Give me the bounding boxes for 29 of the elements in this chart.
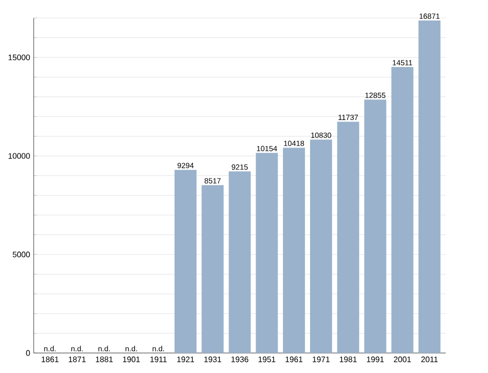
x-tick-label: 1936 <box>231 356 248 362</box>
x-tick-label: 1861 <box>42 356 59 362</box>
y-tick-label: 10000 <box>8 153 30 159</box>
x-tick-label: 2011 <box>421 356 438 362</box>
bar <box>202 185 224 353</box>
x-tick-label: 1951 <box>258 356 276 362</box>
y-tick-label: 0 <box>26 350 30 356</box>
bar <box>337 122 360 353</box>
x-tick-label: 1881 <box>96 356 113 362</box>
y-tick-label: 5000 <box>12 252 30 258</box>
x-tick-label: 1911 <box>150 356 167 362</box>
bar <box>310 140 332 353</box>
bar <box>364 100 386 353</box>
x-tick-label: 1961 <box>286 356 302 362</box>
bar <box>174 170 197 353</box>
x-tick-label: 1931 <box>204 356 222 362</box>
bar <box>282 148 305 353</box>
bar <box>228 171 251 353</box>
x-tick-label: 1981 <box>340 356 357 362</box>
x-tick-label: 2001 <box>394 356 411 362</box>
x-tick-label: 1901 <box>123 356 140 362</box>
bar <box>418 20 440 353</box>
x-tick-label: 1991 <box>366 356 384 362</box>
x-tick-label: 1921 <box>177 356 194 362</box>
y-tick-label: 15000 <box>8 54 30 60</box>
bar <box>256 152 278 353</box>
bar <box>391 67 414 353</box>
x-tick-label: 1971 <box>312 356 330 362</box>
x-tick-label: 1871 <box>68 356 86 362</box>
